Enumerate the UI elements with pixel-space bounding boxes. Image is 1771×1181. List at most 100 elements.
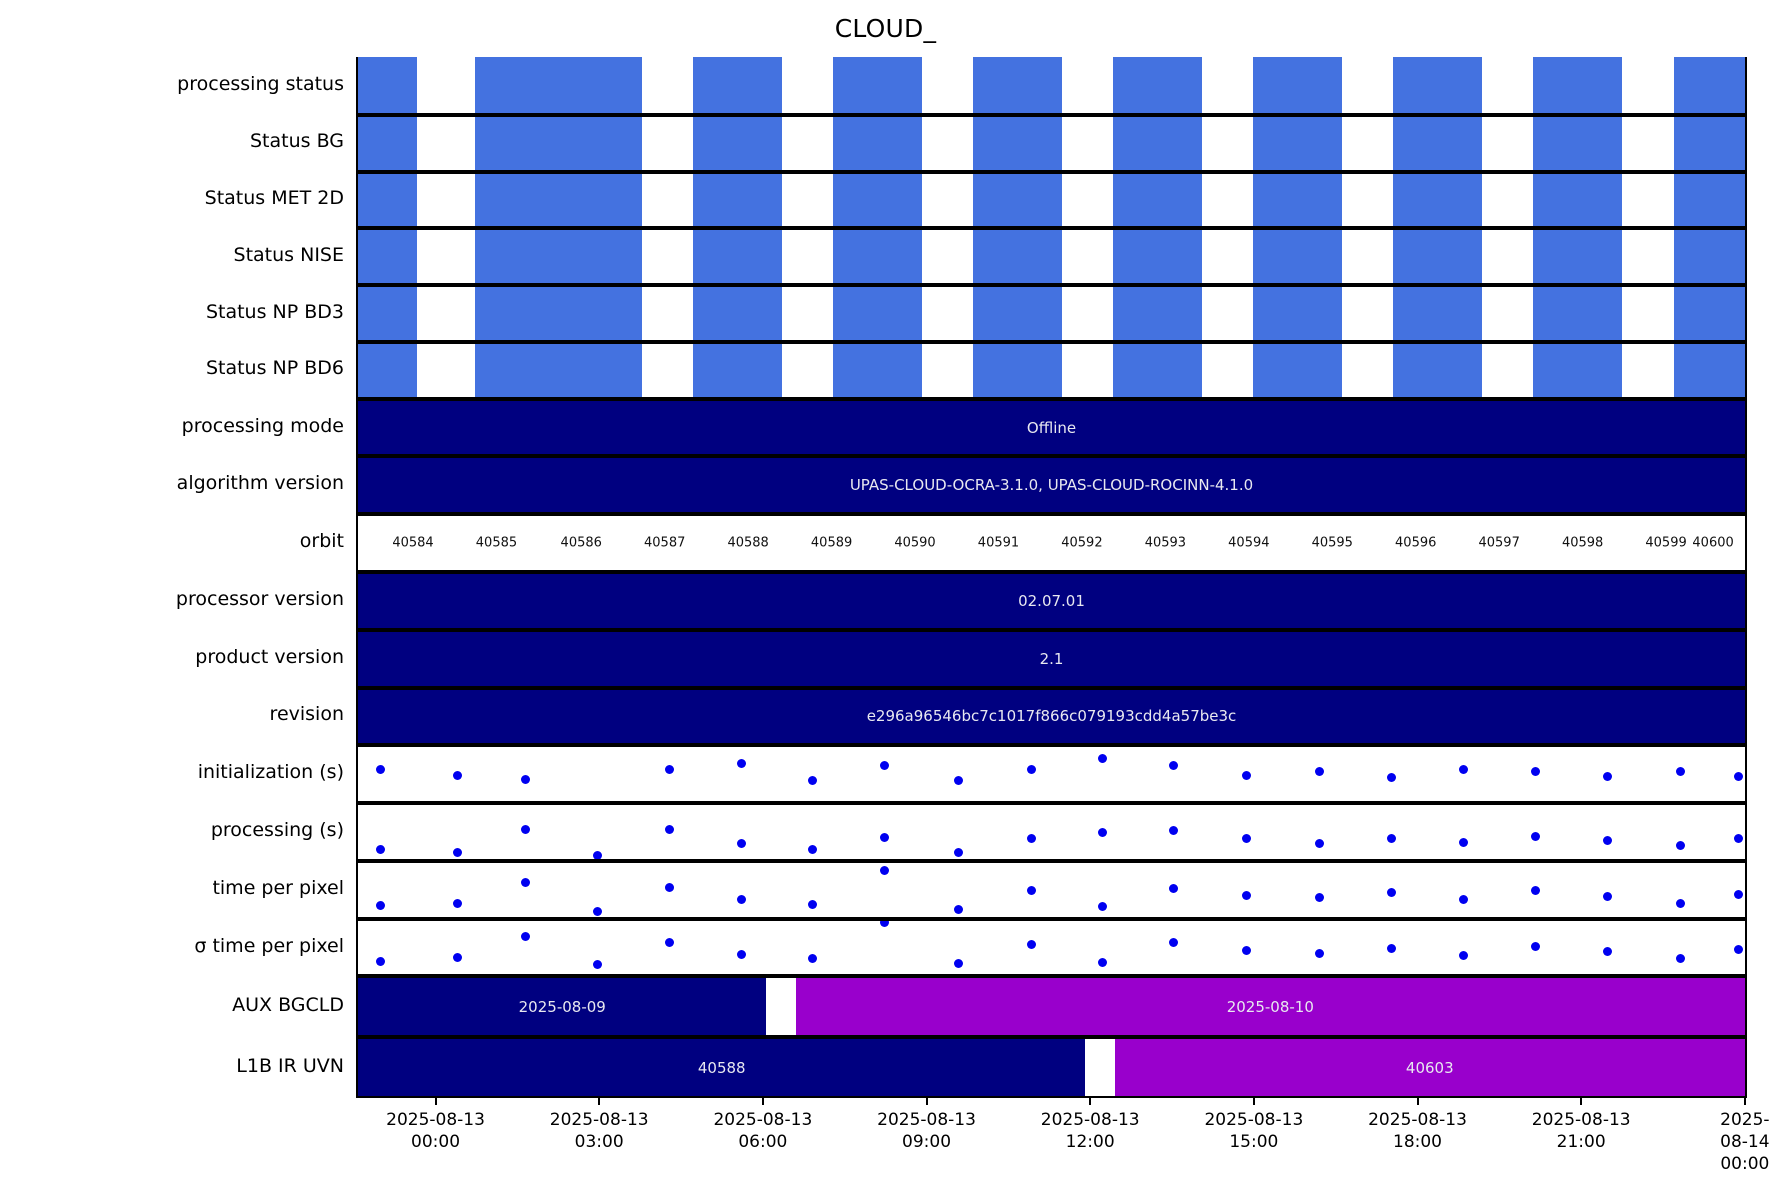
status-stripe: [1533, 343, 1623, 397]
data-point: [1459, 764, 1469, 774]
data-point: [520, 932, 530, 942]
orbit-label: 40592: [1061, 535, 1103, 551]
data-point: [376, 956, 386, 966]
status-stripe: [358, 57, 417, 113]
data-point: [665, 824, 675, 834]
data-point: [1026, 764, 1036, 774]
data-point: [1676, 954, 1685, 964]
x-axis-tick-label: 2025-08-13 03:00: [549, 1110, 649, 1152]
value-bar-text: Offline: [1026, 418, 1077, 437]
status-stripe: [1673, 343, 1745, 397]
orbit-label: 40597: [1478, 535, 1520, 551]
status-stripe: [692, 343, 782, 397]
orbit-label: 40587: [644, 535, 686, 551]
status-stripe: [1673, 116, 1745, 170]
status-stripe: [1533, 57, 1623, 113]
data-point: [665, 938, 675, 948]
row-label-4: Status NP BD3: [205, 300, 344, 323]
data-point: [807, 900, 817, 909]
row-label-3: Status NISE: [233, 243, 344, 266]
status-stripe: [833, 287, 922, 340]
data-point: [1676, 841, 1685, 851]
timeline-plot-area: Offline UPAS-CLOUD-OCRA-3.1.0, UPAS-CLOUD…: [358, 57, 1745, 1098]
status-stripe: [833, 230, 922, 284]
status-stripe: [358, 287, 417, 340]
data-point: [1386, 834, 1396, 844]
plot-right-spine: [1745, 57, 1747, 1098]
data-point: [1733, 945, 1743, 955]
segment-label: 2025-08-09: [518, 997, 606, 1016]
timeline-row-processing-status: [358, 57, 1745, 115]
status-stripe: [358, 116, 417, 170]
data-point: [1026, 940, 1036, 950]
row-label-1: Status BG: [249, 130, 344, 153]
x-axis-tick: [1580, 1098, 1583, 1105]
status-stripe: [973, 173, 1062, 227]
orbit-label: 40586: [560, 535, 602, 551]
status-stripe: [1113, 343, 1202, 397]
x-axis-tick: [1089, 1098, 1092, 1105]
status-stripe: [475, 287, 558, 340]
status-stripe: [475, 230, 558, 284]
orbit-label: 40584: [392, 535, 434, 551]
status-stripe: [833, 343, 922, 397]
value-bar-text: 2.1: [1039, 649, 1064, 668]
status-stripe: [475, 343, 558, 397]
data-point: [520, 878, 530, 888]
row-label-8: orbit: [299, 530, 344, 553]
status-stripe: [1113, 230, 1202, 284]
data-point: [1314, 838, 1324, 848]
value-bar-text: 02.07.01: [1018, 591, 1085, 610]
data-point: [376, 764, 386, 774]
x-axis-tick: [925, 1098, 928, 1105]
data-point: [1386, 943, 1396, 953]
timeline-row-l1b-ir-uvn: 40588 40603: [358, 1037, 1745, 1098]
data-point: [1459, 837, 1469, 847]
segment-bar: 40603: [1114, 1039, 1745, 1096]
status-stripe: [552, 230, 642, 284]
data-point: [1531, 886, 1541, 896]
row-label-16: AUX BGCLD: [232, 993, 344, 1016]
data-point: [1169, 761, 1179, 771]
data-point: [953, 848, 963, 857]
status-stripe: [1673, 57, 1745, 113]
timeline-row-initialization-s: [358, 745, 1745, 804]
timeline-row-status-nise: [358, 228, 1745, 286]
row-label-10: product version: [195, 645, 344, 668]
data-point: [665, 764, 675, 774]
timeline-row-aux-bgcld: 2025-08-09 2025-08-10: [358, 976, 1745, 1038]
orbit-label: 40600: [1692, 535, 1734, 551]
status-stripe: [973, 287, 1062, 340]
x-axis-tick-label: 2025-08-13 12:00: [1040, 1110, 1140, 1152]
status-stripe: [973, 57, 1062, 113]
data-point: [1314, 948, 1324, 958]
data-point: [592, 851, 602, 859]
status-stripe: [1393, 230, 1483, 284]
data-point: [953, 904, 963, 914]
data-point: [1097, 754, 1107, 764]
status-stripe: [833, 173, 922, 227]
status-stripe: [833, 57, 922, 113]
status-stripe: [1393, 57, 1483, 113]
segment-bar: 2025-08-10: [795, 978, 1745, 1036]
row-label-13: processing (s): [210, 819, 344, 842]
x-axis-tick-label: 2025-08-13 15:00: [1204, 1110, 1304, 1152]
data-point: [736, 949, 746, 959]
status-stripe: [552, 57, 642, 113]
data-point: [1241, 890, 1251, 900]
row-label-9: processor version: [175, 587, 344, 610]
status-stripe: [692, 116, 782, 170]
status-stripe: [1673, 173, 1745, 227]
timeline-row-status-np-bd3: [358, 285, 1745, 342]
timeline-row-revision: e296a96546bc7c1017f866c079193cdd4a57be3c: [358, 687, 1745, 746]
data-point: [953, 776, 963, 786]
status-stripe: [1393, 287, 1483, 340]
orbit-label: 40593: [1144, 535, 1187, 551]
orbit-label: 40588: [727, 535, 769, 551]
x-axis-tick: [1416, 1098, 1419, 1105]
timeline-row-time-per-pixel: [358, 860, 1745, 919]
data-point: [1531, 941, 1541, 951]
x-axis-tick-label: 2025-08-13 21:00: [1531, 1110, 1631, 1152]
segment-bar: [1085, 1039, 1115, 1096]
status-stripe: [1393, 173, 1483, 227]
